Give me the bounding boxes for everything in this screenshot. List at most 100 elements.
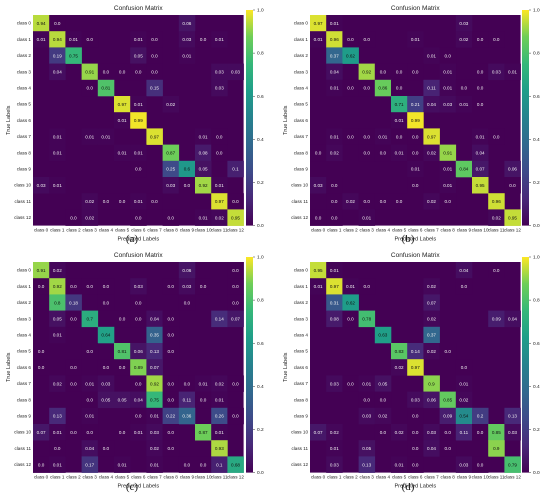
x-tick-label: class 6	[408, 475, 423, 480]
heatmap-cell	[227, 209, 244, 226]
y-tick-label: class 4	[17, 86, 32, 91]
y-tick-label: class 5	[17, 349, 32, 354]
cell-value-label: 0.03	[443, 102, 452, 107]
cell-value-label: 0.0	[461, 365, 468, 370]
cell-value-label: 0.97	[427, 134, 436, 139]
cell-value-label: 0.0	[87, 37, 94, 42]
heatmap-cell	[33, 262, 50, 279]
cell-value-label: 0.0	[119, 70, 126, 75]
heatmap-cell	[374, 144, 392, 162]
heatmap-cell	[49, 278, 66, 295]
heatmap-cell	[33, 278, 50, 295]
heatmap-cell	[455, 359, 473, 376]
heatmap-cell	[49, 144, 66, 162]
x-axis-label: Predicted Labels	[394, 237, 436, 243]
cell-value-label: 0.02	[427, 317, 436, 322]
y-tick-label: class 10	[291, 183, 308, 188]
cell-value-label: 0.14	[411, 349, 420, 354]
cell-value-label: 0.17	[85, 462, 94, 467]
cell-value-label: 0.0	[168, 446, 175, 451]
y-tick-label: class 11	[14, 199, 31, 204]
cell-value-label: 0.03	[314, 183, 323, 188]
heatmap-cell	[326, 424, 343, 441]
cell-value-label: 0.0	[200, 37, 207, 42]
cell-value-label: 0.0	[412, 462, 419, 467]
heatmap-cell	[97, 391, 115, 409]
cell-value-label: 0.03	[411, 398, 420, 403]
cell-value-label: 0.0	[184, 381, 191, 386]
cell-value-label: 0.0	[54, 21, 61, 26]
cell-value-label: 0.92	[362, 70, 371, 75]
cell-value-label: 0.0	[412, 446, 419, 451]
x-tick-label: class 2	[343, 228, 358, 233]
heatmap-cell	[146, 391, 163, 409]
cell-value-label: 0.0	[477, 86, 484, 91]
heatmap-cell	[195, 160, 212, 178]
cell-value-label: 0.03	[215, 70, 224, 75]
cell-value-label: 0.02	[395, 365, 404, 370]
cell-value-label: 0.6	[184, 167, 191, 172]
heatmap-cell	[407, 144, 424, 162]
heatmap-cell	[49, 456, 66, 473]
y-tick-label: class 0	[17, 268, 32, 273]
heatmap-cell	[407, 424, 424, 441]
y-tick-label: class 8	[17, 397, 32, 402]
heatmap-cell	[472, 160, 489, 178]
x-tick-label: class 7	[424, 228, 439, 233]
y-tick-label: class 6	[17, 365, 32, 370]
heatmap-cell	[130, 193, 147, 210]
cell-value-label: 0.0	[151, 199, 158, 204]
cell-value-label: 0.01	[134, 37, 143, 42]
cell-value-label: 0.05	[378, 381, 387, 386]
cell-value-label: 0.01	[215, 398, 224, 403]
cell-value-label: 0.0	[103, 300, 110, 305]
x-tick-label: class 12	[504, 228, 521, 233]
heatmap-cell	[374, 407, 392, 425]
heatmap-cell	[81, 375, 99, 392]
heatmap-cell	[227, 63, 244, 81]
cell-value-label: 0.06	[427, 398, 436, 403]
heatmap-cell	[423, 144, 440, 162]
heatmap-cell	[130, 144, 147, 162]
heatmap-cell	[423, 310, 440, 328]
heatmap-cell	[455, 456, 473, 473]
heatmap-cell	[211, 407, 228, 425]
heatmap-cell	[65, 47, 82, 64]
y-tick-label: class 9	[294, 414, 309, 419]
heatmap-cell	[195, 177, 212, 194]
heatmap-cell	[455, 79, 473, 97]
cell-value-label: 0.01	[330, 268, 339, 273]
cell-value-label: 0.01	[53, 151, 62, 156]
heatmap-cell	[472, 79, 489, 97]
heatmap-cell	[326, 456, 343, 473]
heatmap-cell	[211, 63, 228, 81]
cell-value-label: 0.01	[427, 53, 436, 58]
heatmap-cell	[423, 375, 440, 392]
colorbar-tick-label: 0.2	[533, 180, 540, 186]
heatmap-cell	[439, 343, 457, 360]
heatmap-cell	[97, 326, 115, 344]
cell-value-label: 0.04	[459, 268, 468, 273]
cell-value-label: 0.0	[168, 430, 175, 435]
cell-value-label: 0.0	[119, 317, 126, 322]
cell-value-label: 0.71	[395, 102, 404, 107]
y-axis-label: True Labels	[283, 352, 289, 382]
heatmap-cell	[49, 326, 66, 344]
cell-value-label: 0.0	[380, 398, 387, 403]
y-tick-label: class 2	[17, 53, 32, 58]
cell-value-label: 0.01	[443, 183, 452, 188]
heatmap-cell	[455, 262, 473, 279]
heatmap-cell	[407, 359, 424, 376]
heatmap-cell	[439, 440, 457, 457]
colorbar-tick-label: 1.0	[533, 255, 540, 261]
cell-value-label: 0.0	[477, 70, 484, 75]
heatmap-cell	[504, 63, 521, 81]
heatmap-cell	[342, 375, 359, 392]
cell-value-label: 0.06	[182, 21, 191, 26]
heatmap-cell	[488, 209, 505, 226]
y-tick-label: class 10	[14, 183, 31, 188]
cell-value-label: 0.05	[101, 398, 110, 403]
cell-value-label: 0.03	[492, 70, 501, 75]
y-tick-label: class 6	[17, 118, 32, 123]
heatmap-cell	[81, 456, 99, 473]
